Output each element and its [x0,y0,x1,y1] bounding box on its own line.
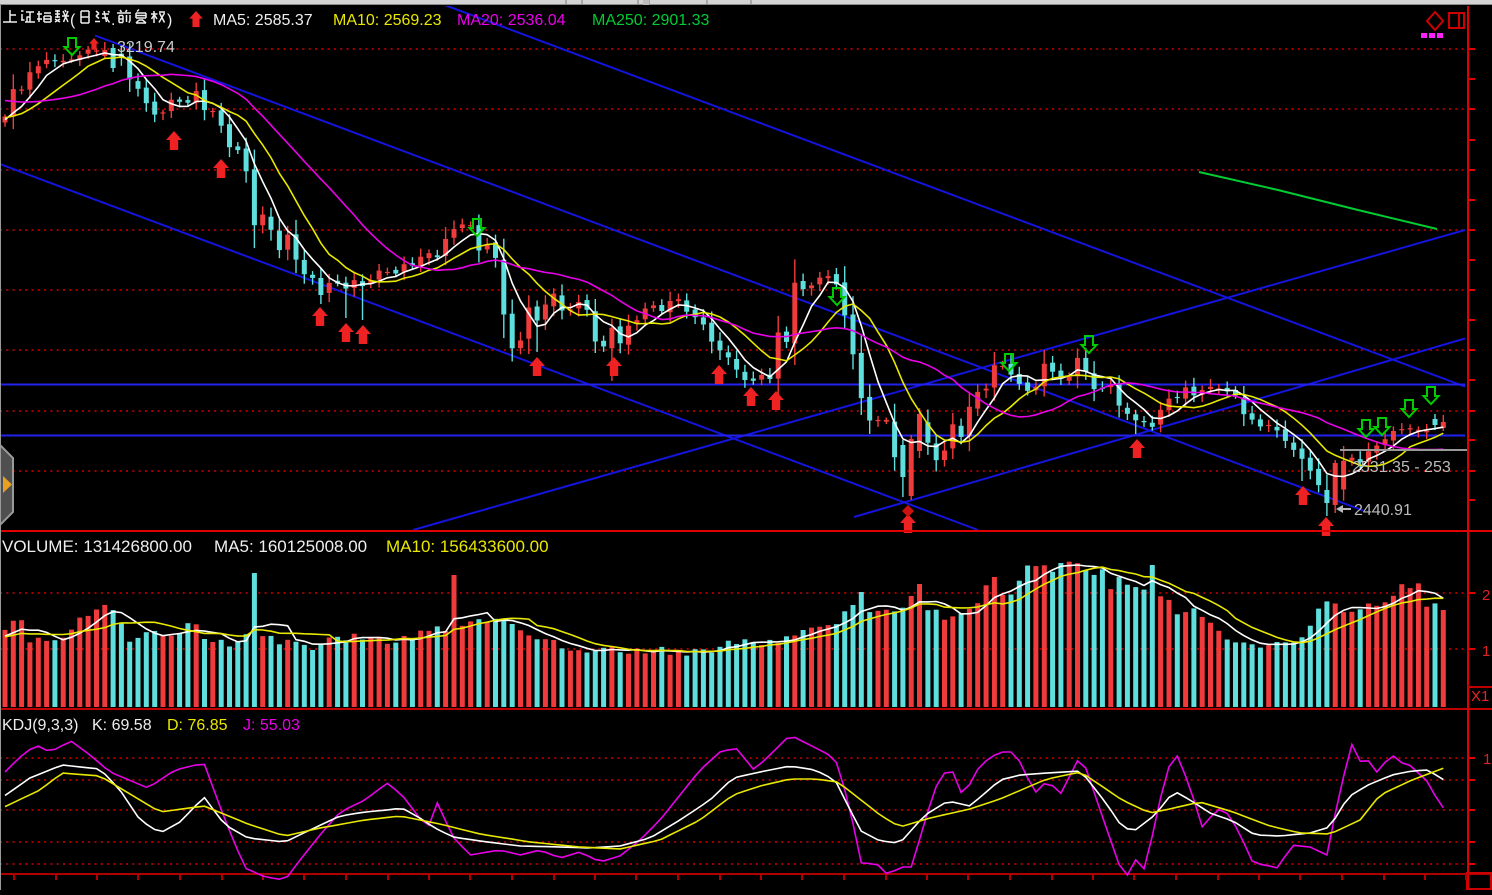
svg-text:KDJ(9,3,3): KDJ(9,3,3) [2,717,78,734]
svg-text:): ) [167,12,172,29]
svg-text:2440.91: 2440.91 [1354,502,1412,519]
svg-text:MA10: 2569.23: MA10: 2569.23 [333,12,442,29]
svg-text:MA250: 2901.33: MA250: 2901.33 [592,12,710,29]
svg-text:2: 2 [1482,587,1490,604]
svg-text:D: 76.85: D: 76.85 [167,717,228,734]
svg-text:X1: X1 [1471,688,1489,705]
svg-text:.: . [111,12,115,29]
svg-text:K: 69.58: K: 69.58 [92,717,152,734]
svg-text:VOLUME: 131426800.00: VOLUME: 131426800.00 [2,537,192,556]
svg-text:(: ( [70,12,76,29]
svg-text:1: 1 [1482,643,1490,660]
svg-text:MA5: 2585.37: MA5: 2585.37 [213,12,313,29]
svg-text:1: 1 [1483,751,1491,768]
svg-text:3219.74: 3219.74 [117,39,175,56]
svg-text:MA20: 2536.04: MA20: 2536.04 [457,12,566,29]
svg-text:MA5: 160125008.00: MA5: 160125008.00 [214,537,367,556]
svg-text:MA10: 156433600.00: MA10: 156433600.00 [386,537,549,556]
svg-text:2531.35 - 253: 2531.35 - 253 [1352,459,1451,476]
svg-text:J: 55.03: J: 55.03 [243,717,300,734]
